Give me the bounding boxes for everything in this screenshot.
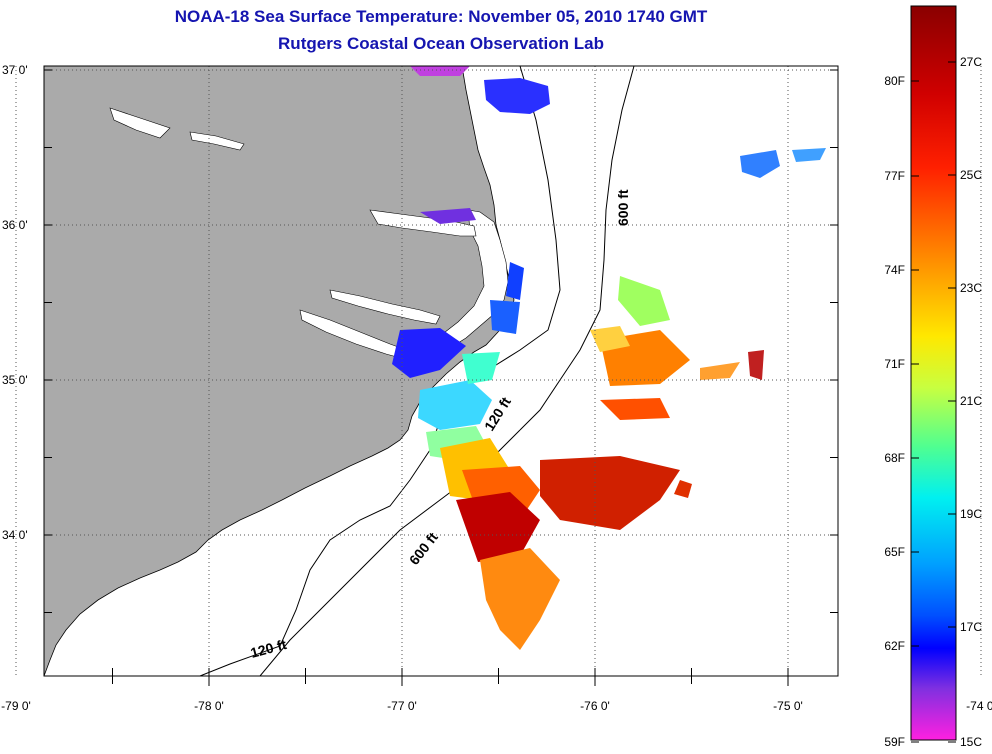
- colorbar: [910, 5, 957, 741]
- lon-tick-label: -79 0': [1, 699, 31, 713]
- colorbar-c-label: 27C: [960, 55, 982, 69]
- lon-tick-label: -77 0': [387, 699, 417, 713]
- sst-patches: [392, 66, 826, 650]
- colorbar-c-label: 15C: [960, 735, 982, 749]
- lon-tick-label: -75 0': [773, 699, 803, 713]
- map-frame: [43, 65, 839, 677]
- isobath-600ft-north: [519, 66, 635, 431]
- colorbar-c-label: 17C: [960, 620, 982, 634]
- colorbar-f-label: 71F: [884, 357, 905, 371]
- map-axes: -79 0' -78 0' -77 0' -76 0' -75 0' -74 0' 37 0…: [1, 63, 992, 713]
- albemarle-sound: [369, 209, 477, 237]
- colorbar-f-label: 80F: [884, 74, 905, 88]
- isobath-label-600ft-north: 600 ft: [615, 189, 631, 226]
- chesapeake-inlet: [109, 107, 171, 139]
- colorbar-c-label: 23C: [960, 281, 982, 295]
- lon-tick-label: -78 0': [194, 699, 224, 713]
- colorbar-c-label: 21C: [960, 394, 982, 408]
- lat-tick-label: 36 0': [2, 218, 28, 232]
- lake-drummond: [189, 131, 245, 151]
- colorbar-f-label: 62F: [884, 639, 905, 653]
- colorbar-f-label: 59F: [884, 735, 905, 749]
- lat-tick-label: 34 0': [2, 528, 28, 542]
- lat-tick-label: 35 0': [2, 373, 28, 387]
- colorbar-c-label: 19C: [960, 507, 982, 521]
- pamlico-river: [329, 289, 441, 325]
- lon-tick-label: -74 0': [966, 699, 992, 713]
- colorbar-f-label: 68F: [884, 451, 905, 465]
- lon-tick-label: -76 0': [580, 699, 610, 713]
- colorbar-ticks: 80F 77F 74F 71F 68F 65F 62F 59F 27C 25C 23C 21C 19C 1…: [884, 55, 982, 749]
- map-title: NOAA-18 Sea Surface Temperature: Novembe…: [174, 7, 708, 26]
- isobath-120ft-south: [199, 449, 431, 676]
- colorbar-f-label: 74F: [884, 263, 905, 277]
- colorbar-f-label: 65F: [884, 545, 905, 559]
- lat-tick-label: 37 0': [2, 63, 28, 77]
- map-gridlines: [15, 66, 982, 676]
- colorbar-f-label: 77F: [884, 169, 905, 183]
- map-subtitle: Rutgers Coastal Ocean Observation Lab: [278, 34, 604, 53]
- colorbar-c-label: 25C: [960, 168, 982, 182]
